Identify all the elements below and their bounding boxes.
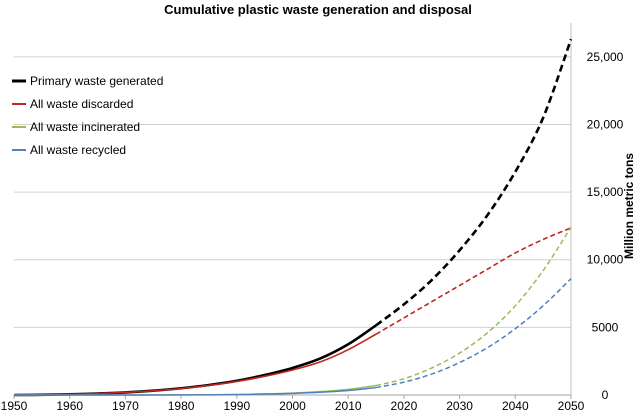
x-tick-label: 1970: [112, 399, 139, 412]
legend-label: All waste discarded: [30, 97, 133, 111]
legend-label: Primary waste generated: [30, 74, 163, 88]
x-tick-label: 1990: [223, 399, 250, 412]
x-tick-label: 2030: [446, 399, 473, 412]
y-tick-label: 10,000: [587, 253, 624, 267]
series-line-projected: [375, 227, 572, 335]
legend: Primary waste generated All waste discard…: [12, 74, 163, 157]
x-tick-label: 2050: [558, 399, 585, 412]
axes: 0 5000 10,000 15,000 20,000 25,000 1950 1960 197…: [1, 23, 624, 412]
x-tick-label: 1980: [168, 399, 195, 412]
y-tick-label: 25,000: [587, 50, 624, 64]
legend-label: All waste incinerated: [30, 120, 140, 134]
x-tick-label: 2040: [502, 399, 529, 412]
x-tick-label: 2010: [335, 399, 362, 412]
series-lines: [13, 38, 573, 397]
y-tick-label: 0: [602, 388, 609, 402]
legend-label: All waste recycled: [30, 143, 126, 157]
x-tick-label: 2000: [279, 399, 306, 412]
y-tick-label: 5000: [592, 320, 619, 334]
x-tick-label: 1960: [56, 399, 83, 412]
x-tick-label: 1950: [1, 399, 28, 412]
series-line-projected: [375, 226, 572, 387]
series-line-projected: [375, 38, 573, 327]
grid-lines: [14, 56, 571, 328]
series-line-projected: [375, 278, 572, 389]
series-line-historical: [13, 386, 377, 396]
y-tick-label: 15,000: [587, 185, 624, 199]
y-axis-label: Million metric tons: [622, 153, 636, 259]
chart-title: Cumulative plastic waste generation and …: [164, 2, 472, 17]
x-tick-label: 2020: [391, 399, 418, 412]
y-tick-label: 20,000: [587, 117, 624, 131]
